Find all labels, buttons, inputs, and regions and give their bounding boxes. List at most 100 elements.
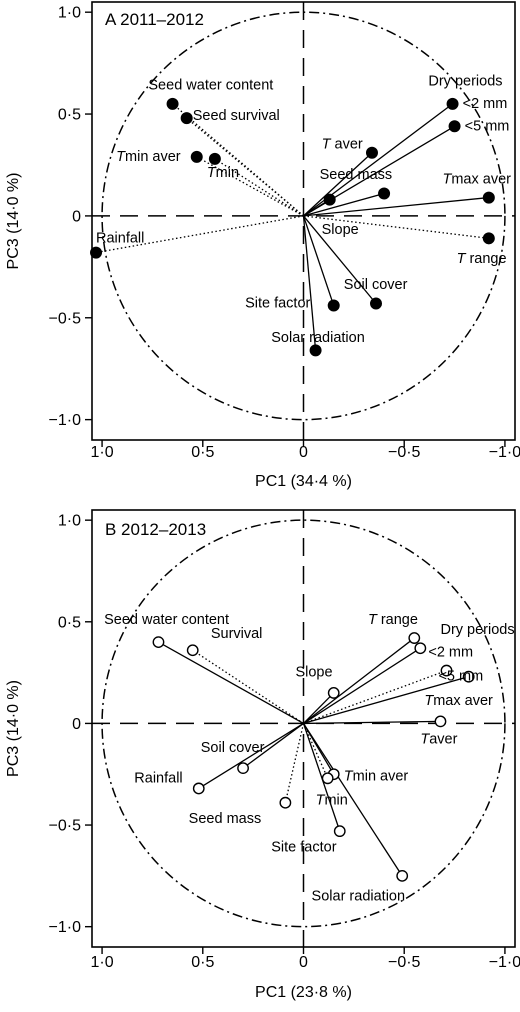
loading-point (323, 193, 336, 206)
loading-point (321, 772, 334, 785)
y-tick-label: 1·0 (58, 513, 81, 530)
variable-label: Tmin aver (116, 149, 181, 165)
variable-label: T range (368, 612, 418, 628)
y-tick-label: 0·5 (58, 107, 81, 124)
variable-label: Soil cover (201, 740, 265, 756)
y-axis-label: PC3 (14·0 %) (5, 680, 22, 777)
loading-point (365, 146, 378, 159)
loading-vector (303, 196, 489, 217)
variable-label: Rainfall (96, 230, 144, 246)
loading-vector (303, 637, 415, 724)
loading-vector (192, 649, 304, 724)
loading-point (434, 715, 447, 728)
variable-label: Seed survival (193, 108, 280, 124)
x-tick-label: −0·5 (388, 954, 421, 971)
variable-label: <5 mm (465, 118, 510, 134)
y-tick-label: 0 (72, 208, 81, 225)
variable-label: Tmin aver (344, 768, 409, 784)
loading-vector (95, 215, 304, 254)
loading-vector (196, 156, 304, 217)
y-tick-label: −0·5 (49, 818, 82, 835)
variable-label: T aver (322, 137, 363, 153)
loading-vector (303, 152, 373, 217)
variable-label: Seed water content (104, 612, 229, 628)
variable-label: Rainfall (134, 770, 182, 786)
loading-point (414, 642, 427, 655)
x-tick-label: 1·0 (91, 444, 114, 461)
loading-point (180, 112, 193, 125)
loading-point (192, 782, 205, 795)
x-tick-label: 1·0 (91, 954, 114, 971)
panel-a-2011-2012: 1·0 0·5 0 −0·5 −1·0 1·0 0·5 0 −0·5 −1·0 PC1 (34·4 … (5, 1, 520, 490)
variable-label: Solar radiation (271, 330, 365, 346)
loading-point (378, 187, 391, 200)
loading-point (152, 636, 165, 649)
x-tick-label: 0·5 (191, 954, 214, 971)
loading-point (333, 825, 346, 838)
loading-point (327, 299, 340, 312)
y-tick-label: −1·0 (49, 919, 82, 936)
loading-point (186, 644, 199, 657)
loading-vector (303, 215, 489, 239)
y-tick-label: −1·0 (49, 412, 82, 429)
x-tick-label: 0 (299, 954, 308, 971)
loading-vector (303, 669, 447, 725)
variable-label: Solar radiation (312, 888, 406, 904)
x-tick-label: −1·0 (489, 444, 520, 461)
loading-vector (214, 158, 304, 217)
loading-point (309, 344, 322, 357)
variable-label: <5 mm (438, 669, 483, 685)
y-tick-label: −0·5 (49, 310, 82, 327)
variable-label: T range (457, 251, 507, 267)
loading-point (440, 664, 453, 677)
loading-point (190, 150, 203, 163)
loading-point (446, 97, 459, 110)
loading-point (396, 869, 409, 882)
variable-label: Tmin (316, 793, 348, 809)
loading-vector (158, 641, 304, 724)
variable-label: Seed mass (320, 167, 393, 183)
panel-b-2012-2013: 1·0 0·5 0 −0·5 −1·0 1·0 0·5 0 −0·5 −1·0 PC1 (23·8 … (5, 509, 520, 1001)
loading-point (327, 687, 340, 699)
loading-vector (302, 215, 377, 304)
variable-label: Tmax aver (442, 171, 511, 187)
variable-label: Seed water content (148, 78, 273, 94)
loading-point (408, 632, 421, 644)
loading-point (208, 152, 221, 165)
loading-vector (302, 723, 341, 832)
loading-point (462, 670, 475, 683)
loading-point (482, 191, 495, 204)
loading-vector (303, 647, 421, 724)
loading-point (279, 796, 292, 809)
y-tick-label: 0 (72, 716, 81, 733)
loading-vector (302, 215, 335, 306)
loading-vector (303, 676, 469, 725)
variable-label: Site factor (271, 839, 336, 855)
y-tick-label: 0·5 (58, 614, 81, 631)
variable-label: Slope (322, 222, 359, 238)
loading-point (237, 762, 249, 775)
panel-title: B 2012–2013 (105, 520, 206, 539)
variable-label: Taver (420, 732, 457, 748)
x-tick-label: −0·5 (388, 444, 421, 461)
variable-label: Tmax aver (424, 693, 493, 709)
variable-label: Soil cover (344, 277, 408, 293)
loading-point (448, 120, 461, 133)
x-tick-label: 0·5 (191, 444, 214, 461)
variable-label: <2 mm (463, 96, 508, 112)
variable-label: Tmin (207, 165, 239, 181)
x-axis-label: PC1 (34·4 %) (255, 473, 352, 490)
variable-label: Seed mass (189, 811, 262, 827)
x-tick-label: −1·0 (489, 954, 520, 971)
loading-vector (198, 722, 304, 790)
loading-point (90, 246, 103, 259)
loading-vector (302, 723, 329, 779)
y-tick-label: 1·0 (58, 5, 81, 22)
variable-label: Survival (211, 626, 263, 642)
x-tick-label: 0 (299, 444, 308, 461)
loading-vector (242, 722, 304, 769)
variable-label: Dry periods (440, 622, 514, 638)
loading-vector (284, 723, 305, 803)
